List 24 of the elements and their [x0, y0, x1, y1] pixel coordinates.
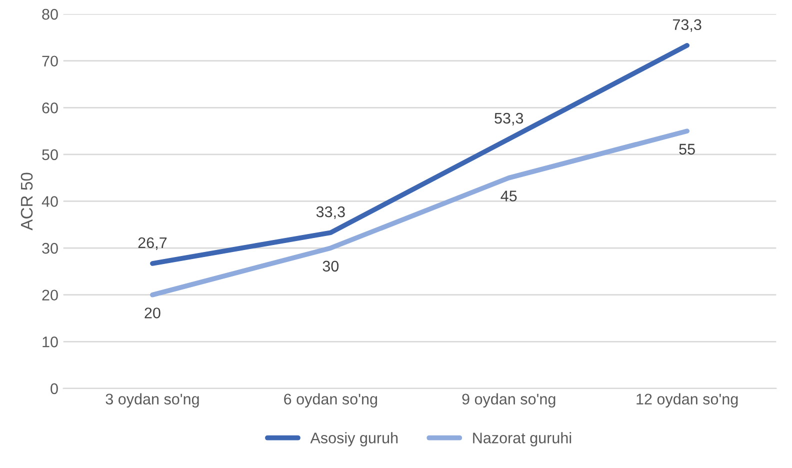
- y-tick-label: 50: [42, 149, 58, 160]
- data-label: 73,3: [672, 19, 702, 32]
- data-label: 33,3: [316, 206, 345, 220]
- y-tick-label: 20: [42, 290, 58, 301]
- data-label: 20: [144, 308, 160, 318]
- legend-label: Asosiy guruh: [310, 432, 398, 446]
- y-tick-label: 10: [42, 336, 58, 348]
- y-tick-label: 0: [50, 383, 58, 394]
- y-tick-label: 70: [42, 56, 58, 67]
- data-label: 55: [679, 144, 695, 155]
- data-label: 30: [322, 260, 339, 272]
- x-tick-label: 12 oydan so'ng: [636, 393, 738, 408]
- y-tick-label: 40: [42, 196, 58, 207]
- legend-label: Nazorat guruhi: [473, 432, 572, 446]
- data-label: 26,7: [138, 237, 167, 250]
- y-tick-label: 80: [42, 8, 58, 20]
- y-tick-label: 30: [42, 242, 58, 254]
- x-tick-label: 6 oydan so'ng: [284, 393, 378, 408]
- x-tick-label: 3 oydan so'ng: [106, 393, 199, 408]
- data-label: 53,3: [494, 112, 524, 126]
- y-tick-label: 60: [42, 102, 58, 114]
- x-tick-label: 9 oydan so'ng: [462, 393, 556, 408]
- y-axis-title: ACR 50: [20, 172, 33, 230]
- data-label: 45: [500, 190, 517, 202]
